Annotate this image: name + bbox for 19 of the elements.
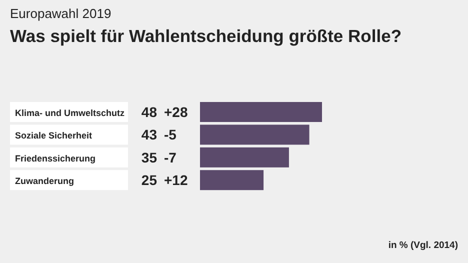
text: +12 — [164, 172, 188, 188]
bar — [200, 124, 310, 145]
data-label: 35 — [141, 149, 158, 166]
text: +28 — [164, 104, 188, 120]
y-tick-label: Friedenssicherung — [15, 153, 96, 164]
bar — [200, 102, 322, 122]
y-tick-label: Klima- und Umweltschutz — [15, 108, 126, 118]
y-tick-label: Zuwanderung — [15, 176, 74, 186]
text: -5 — [164, 126, 177, 143]
text: Europawahl 2019 — [10, 6, 112, 21]
bar — [200, 170, 264, 190]
data-label: 25 — [141, 172, 158, 188]
chart-title: Was spielt für Wahlentscheidung größte Rolle? — [10, 26, 402, 46]
bar — [200, 147, 289, 168]
data-label: 48 — [141, 104, 158, 120]
y-tick-label: Soziale Sicherheit — [15, 130, 92, 141]
text: -7 — [164, 149, 177, 166]
data-label: 43 — [141, 126, 158, 143]
text: in % (Vgl. 2014) — [388, 240, 458, 251]
